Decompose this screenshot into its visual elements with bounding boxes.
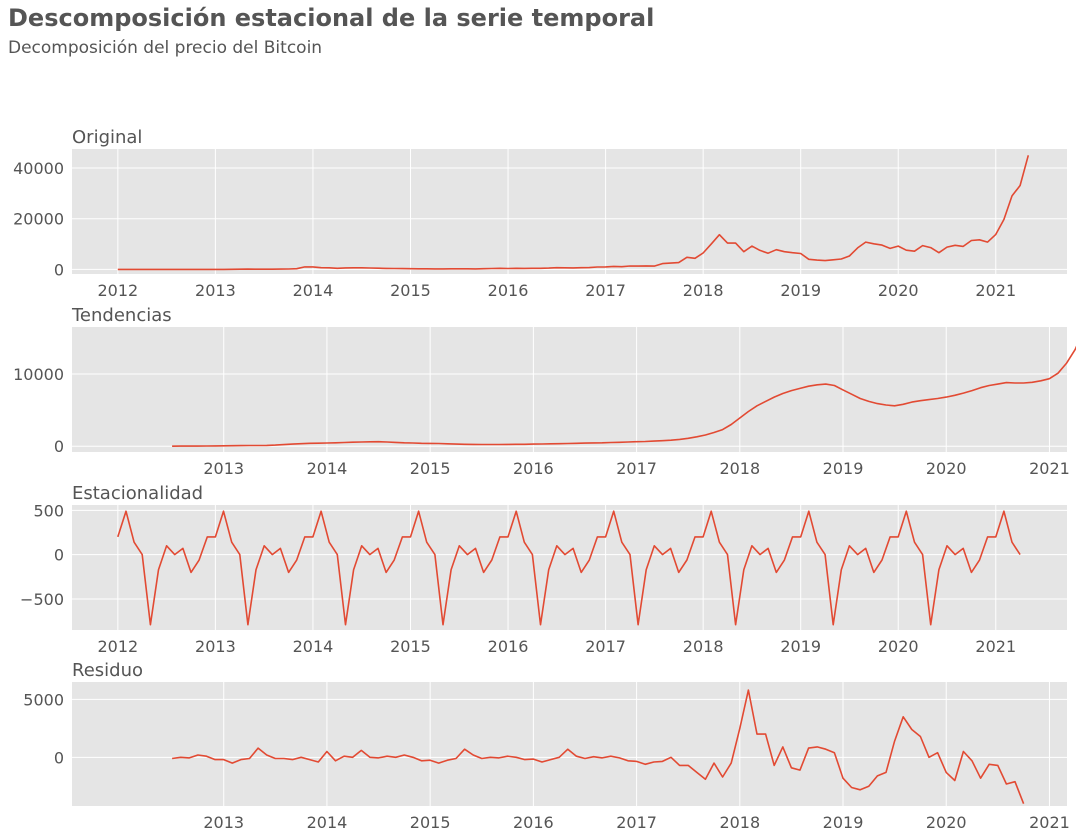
plot-area-residuo	[72, 682, 1067, 806]
plot-area-tendencias	[72, 327, 1067, 452]
x-tick-label: 2021	[975, 281, 1016, 300]
x-tick-label: 2017	[585, 637, 626, 656]
series-line-original	[117, 155, 1030, 271]
y-tick-label: −500	[20, 590, 64, 609]
x-tick-label: 2012	[97, 637, 138, 656]
y-tick-label: 0	[54, 546, 64, 565]
panel-estacionalidad: Estacionalidad 2012 2013 2014 2015 2016 2017 2…	[20, 483, 1067, 656]
plot-area-original	[72, 149, 1067, 274]
x-tick-label: 2021	[975, 637, 1016, 656]
x-tick-label: 2020	[878, 637, 919, 656]
panel-title-estacionalidad: Estacionalidad	[72, 483, 203, 504]
panel-title-tendencias: Tendencias	[71, 305, 172, 326]
y-tick-label: 500	[33, 501, 64, 520]
x-tick-label: 2017	[585, 281, 626, 300]
x-tick-label: 2014	[307, 813, 348, 832]
panel-tendencias: Tendencias 2013 2014 2015 2016 2017 2018 2019 2…	[13, 305, 1076, 478]
y-tick-label: 20000	[13, 210, 64, 229]
x-tick-label: 2020	[926, 813, 967, 832]
x-tick-label: 2012	[97, 281, 138, 300]
x-tick-label: 2014	[293, 281, 334, 300]
panel-title-residuo: Residuo	[72, 660, 143, 681]
x-tick-label: 2018	[683, 637, 724, 656]
series-line-residuo	[171, 689, 1025, 804]
x-tick-label: 2013	[203, 459, 244, 478]
plot-area-estacionalidad	[72, 505, 1067, 630]
y-tick-label: 0	[54, 437, 64, 456]
x-tick-label: 2017	[616, 459, 657, 478]
x-tick-label: 2021	[1029, 459, 1070, 478]
x-tick-label: 2019	[780, 281, 821, 300]
x-tick-label: 2016	[488, 281, 529, 300]
x-tick-label: 2013	[195, 281, 236, 300]
x-tick-label: 2015	[410, 459, 451, 478]
x-tick-label: 2016	[513, 459, 554, 478]
panel-original: Original 2012 2013 2014 2015 2016 2017 2018 201…	[13, 127, 1067, 300]
y-tick-label: 0	[54, 260, 64, 279]
x-tick-label: 2016	[513, 813, 554, 832]
x-tick-label: 2017	[616, 813, 657, 832]
x-tick-label: 2018	[683, 281, 724, 300]
series-line-tendencias	[172, 345, 1076, 447]
y-tick-label: 0	[54, 748, 64, 767]
x-tick-label: 2019	[823, 459, 864, 478]
panel-title-original: Original	[72, 127, 142, 148]
y-tick-label: 40000	[13, 159, 64, 178]
x-tick-label: 2016	[488, 637, 529, 656]
x-tick-label: 2015	[390, 637, 431, 656]
x-tick-label: 2019	[823, 813, 864, 832]
x-tick-label: 2020	[926, 459, 967, 478]
x-tick-label: 2021	[1029, 813, 1070, 832]
x-tick-label: 2015	[410, 813, 451, 832]
panel-residuo: Residuo 2013 2014 2015 2016 2017 2018 2019 2020…	[23, 660, 1070, 832]
figure-subtitle: Decomposición del precio del Bitcoin	[8, 38, 323, 58]
x-tick-label: 2018	[719, 813, 760, 832]
x-tick-label: 2014	[307, 459, 348, 478]
x-tick-label: 2019	[780, 637, 821, 656]
x-tick-label: 2013	[203, 813, 244, 832]
x-tick-label: 2014	[293, 637, 334, 656]
x-tick-label: 2020	[878, 281, 919, 300]
figure-title: Descomposición estacional de la serie te…	[8, 4, 655, 32]
x-tick-label: 2015	[390, 281, 431, 300]
x-tick-label: 2018	[719, 459, 760, 478]
series-line-estacionalidad	[117, 510, 1021, 626]
y-tick-label: 5000	[23, 690, 64, 709]
y-tick-label: 10000	[13, 365, 64, 384]
x-tick-label: 2013	[195, 637, 236, 656]
